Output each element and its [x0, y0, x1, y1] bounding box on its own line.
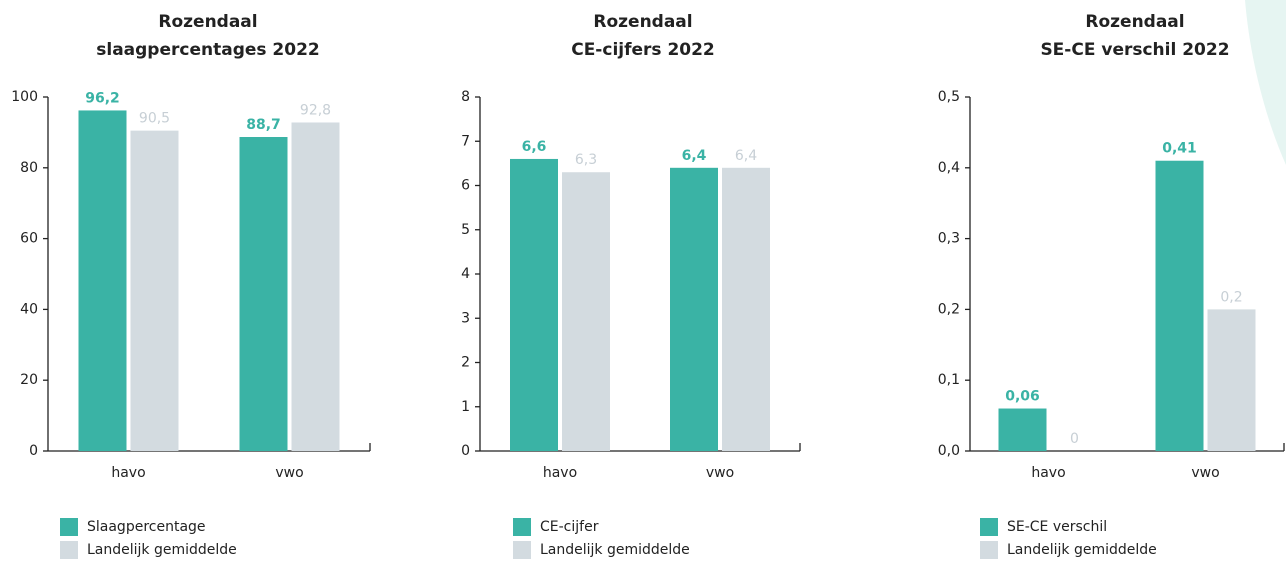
bar	[562, 172, 610, 451]
chart-title: SE-CE verschil 2022	[1040, 40, 1229, 60]
y-tick-label: 60	[20, 231, 38, 247]
bar	[998, 408, 1047, 451]
legend-swatch	[980, 518, 998, 536]
x-tick-label: havo	[111, 465, 145, 481]
x-tick-label: havo	[543, 465, 577, 481]
legend-swatch	[60, 541, 78, 559]
y-tick-label: 6	[461, 178, 470, 194]
legend-label: Landelijk gemiddelde	[1007, 542, 1157, 558]
x-tick-label: vwo	[1191, 465, 1219, 481]
bar	[722, 167, 770, 452]
y-tick-label: 0,2	[938, 301, 960, 317]
y-tick-label: 100	[11, 89, 38, 105]
y-tick-label: 3	[461, 310, 470, 326]
y-tick-label: 0	[461, 443, 470, 459]
value-label: 0,06	[1005, 389, 1040, 405]
y-tick-label: 0,5	[938, 89, 960, 105]
legend-swatch	[60, 518, 78, 536]
bar	[1207, 309, 1256, 451]
value-label: 88,7	[246, 117, 281, 133]
value-label: 6,4	[735, 148, 757, 164]
value-label: 96,2	[85, 90, 120, 106]
bar	[239, 137, 288, 451]
chart-title: slaagpercentages 2022	[96, 40, 320, 60]
y-tick-label: 2	[461, 355, 470, 371]
bar	[1155, 160, 1204, 451]
value-label: 90,5	[139, 111, 170, 127]
value-label: 0,41	[1162, 141, 1197, 157]
legend-label: CE-cijfer	[540, 519, 599, 535]
legend-label: Landelijk gemiddelde	[540, 542, 690, 558]
legend-label: Slaagpercentage	[87, 519, 206, 535]
y-tick-label: 0	[29, 443, 38, 459]
legend-swatch	[513, 541, 531, 559]
y-tick-label: 5	[461, 222, 470, 238]
y-tick-label: 7	[461, 133, 470, 149]
y-tick-label: 1	[461, 399, 470, 415]
x-tick-label: vwo	[275, 465, 303, 481]
value-label: 6,4	[682, 148, 707, 164]
y-tick-label: 0,1	[938, 372, 960, 388]
y-tick-label: 80	[20, 160, 38, 176]
legend-label: SE-CE verschil	[1007, 519, 1107, 535]
y-tick-label: 4	[461, 266, 470, 282]
legend-swatch	[980, 541, 998, 559]
chart-title: CE-cijfers 2022	[571, 40, 715, 60]
bar	[670, 167, 718, 452]
legend-swatch	[513, 518, 531, 536]
value-label: 6,3	[575, 152, 597, 168]
value-label: 6,6	[522, 139, 547, 155]
y-tick-label: 20	[20, 372, 38, 388]
bar	[510, 158, 558, 451]
value-label: 0	[1070, 431, 1079, 447]
value-label: 92,8	[300, 102, 331, 118]
y-tick-label: 0,4	[938, 160, 960, 176]
x-tick-label: vwo	[706, 465, 734, 481]
chart-title: Rozendaal	[1085, 12, 1184, 32]
value-label: 0,2	[1220, 289, 1242, 305]
legend-label: Landelijk gemiddelde	[87, 542, 237, 558]
decoration	[1245, 0, 1286, 165]
bar	[130, 130, 179, 451]
bar	[78, 110, 127, 452]
x-tick-label: havo	[1031, 465, 1065, 481]
chart-title: Rozendaal	[593, 12, 692, 32]
chart-title: Rozendaal	[158, 12, 257, 32]
y-tick-label: 0,0	[938, 443, 960, 459]
y-tick-label: 8	[461, 89, 470, 105]
bar	[291, 122, 340, 451]
y-tick-label: 0,3	[938, 231, 960, 247]
y-tick-label: 40	[20, 301, 38, 317]
